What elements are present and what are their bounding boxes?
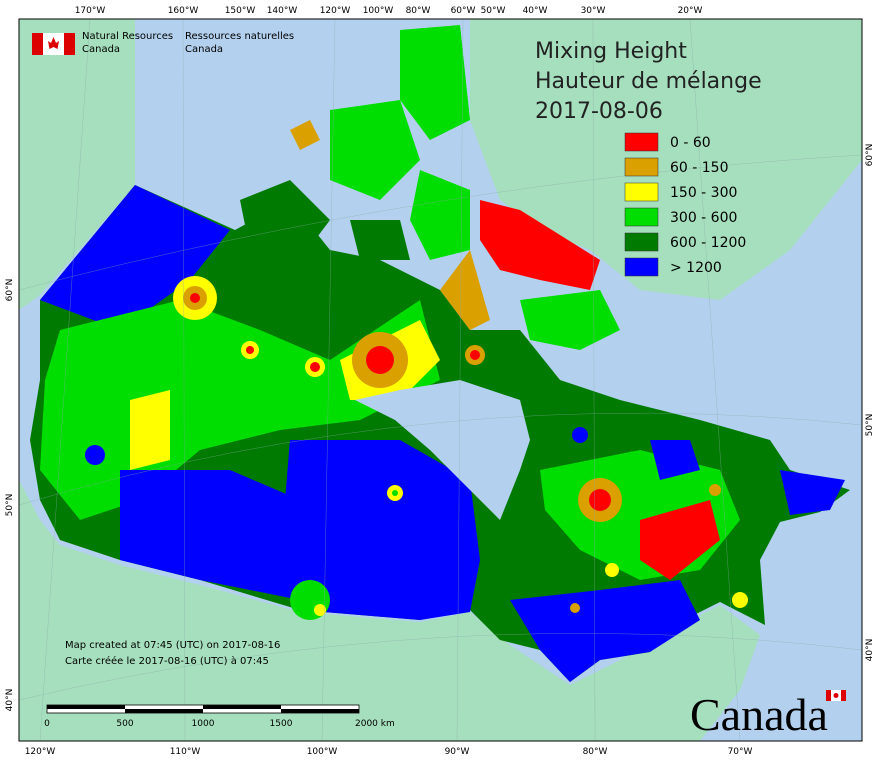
lon-label: 170°W <box>75 6 106 16</box>
graticule <box>18 18 863 742</box>
scale-bar: 0 500 1000 1500 2000 km <box>44 704 395 729</box>
lon-label: 30°W <box>581 6 606 16</box>
lon-label: 70°W <box>728 747 753 757</box>
scale-label: 0 <box>44 719 50 729</box>
scale-label: 2000 km <box>355 719 395 729</box>
credit: Carte créée le 2017-08-16 (UTC) à 07:45 <box>65 655 269 667</box>
lat-label: 60°N <box>865 144 875 167</box>
agency-fr: Ressources naturelles <box>185 31 294 42</box>
lon-label: 140°W <box>267 6 298 16</box>
lon-label: 60°W <box>451 6 476 16</box>
hudson-bay <box>355 380 530 520</box>
legend-label: 0 - 60 <box>670 135 711 151</box>
lon-label: 50°W <box>481 6 506 16</box>
lat-label: 60°N <box>5 279 15 302</box>
scale-label: 1000 <box>192 719 215 729</box>
title: 2017-08-06 <box>535 99 663 124</box>
canada-wordmark: Canada <box>690 689 846 740</box>
legend-swatch <box>624 232 659 252</box>
lat-label: 50°N <box>865 414 875 437</box>
lon-label: 100°W <box>307 747 338 757</box>
flag-bar <box>64 33 75 55</box>
hotspots <box>85 276 748 620</box>
flag-bar <box>32 33 43 55</box>
graticule-labels: 170°W 160°W 150°W 140°W 120°W 100°W 80°W 60°W 50… <box>5 6 875 757</box>
legend-swatch <box>624 207 659 227</box>
lon-label: 90°W <box>445 747 470 757</box>
scale-label: 1500 <box>270 719 293 729</box>
legend-swatch <box>624 132 659 152</box>
lon-label: 120°W <box>25 747 56 757</box>
legend-swatch <box>624 182 659 202</box>
legend-swatch <box>624 257 659 277</box>
title: Hauteur de mélange <box>535 69 762 94</box>
scale-label: 500 <box>116 719 133 729</box>
scale-segment <box>47 705 125 709</box>
agency-signature: Natural Resources Canada Ressources natu… <box>32 31 294 55</box>
agency-en: Canada <box>82 44 120 55</box>
wordmark-flag-bar <box>841 690 846 701</box>
scale-segment <box>203 705 281 709</box>
legend-label: 60 - 150 <box>670 160 729 176</box>
scale-segment <box>125 709 203 713</box>
lat-label: 40°N <box>5 689 15 712</box>
lon-label: 100°W <box>363 6 394 16</box>
legend-label: 150 - 300 <box>670 185 737 201</box>
wordmark: Canada <box>690 689 828 740</box>
flag-leaf <box>48 37 59 49</box>
legend: 0 - 60 60 - 150 150 - 300 300 - 600 600 - 12… <box>624 132 746 277</box>
title: Mixing Height <box>535 39 687 64</box>
lat-label: 50°N <box>5 494 15 517</box>
lon-label: 160°W <box>168 6 199 16</box>
legend-label: > 1200 <box>670 260 722 276</box>
lon-label: 80°W <box>583 747 608 757</box>
neighbour-land <box>19 19 862 741</box>
wordmark-flag-bar <box>826 690 831 701</box>
agency-en: Natural Resources <box>82 31 173 42</box>
legend-swatch <box>624 157 659 177</box>
lon-label: 120°W <box>320 6 351 16</box>
lon-label: 40°W <box>523 6 548 16</box>
agency-fr: Canada <box>185 44 223 55</box>
wordmark-flag-leaf <box>833 693 839 698</box>
lon-label: 150°W <box>225 6 256 16</box>
frame <box>18 18 863 742</box>
lon-label: 110°W <box>170 747 201 757</box>
lon-label: 80°W <box>406 6 431 16</box>
arctic-islands <box>240 25 620 350</box>
lon-label: 20°W <box>678 6 703 16</box>
scale-segment <box>281 709 359 713</box>
legend-label: 300 - 600 <box>670 210 737 226</box>
legend-label: 600 - 1200 <box>670 235 746 251</box>
lat-label: 40°N <box>865 639 875 662</box>
credit: Map created at 07:45 (UTC) on 2017-08-16 <box>65 640 280 651</box>
